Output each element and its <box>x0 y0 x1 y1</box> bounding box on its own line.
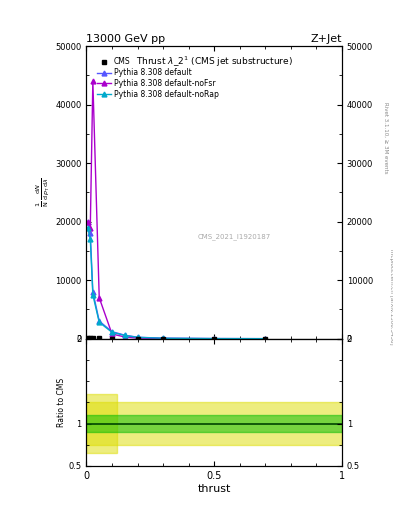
Line: Pythia 8.308 default: Pythia 8.308 default <box>85 219 268 341</box>
Pythia 8.308 default-noFsr <box>123 334 127 340</box>
Pythia 8.308 default <box>135 334 140 340</box>
Pythia 8.308 default-noRap <box>212 335 217 342</box>
Pythia 8.308 default <box>263 335 268 342</box>
Pythia 8.308 default-noFsr <box>110 331 114 337</box>
Bar <box>86 402 342 445</box>
Pythia 8.308 default-noRap <box>90 292 95 298</box>
CMS <box>135 335 140 342</box>
Pythia 8.308 default-noFsr <box>161 335 165 342</box>
Y-axis label: $\frac{1}{\mathrm{N}}\,\frac{\mathrm{d}N}{\mathrm{d}\,p_{\mathrm{T}}\,\mathrm{d}: $\frac{1}{\mathrm{N}}\,\frac{\mathrm{d}N… <box>35 178 52 207</box>
CMS <box>85 335 90 342</box>
Pythia 8.308 default <box>90 289 95 295</box>
CMS <box>110 335 114 342</box>
CMS <box>263 336 268 342</box>
Pythia 8.308 default-noRap <box>110 329 114 335</box>
Pythia 8.308 default <box>123 332 127 338</box>
Pythia 8.308 default <box>161 335 165 342</box>
Pythia 8.308 default-noRap <box>88 236 93 242</box>
CMS <box>90 335 95 342</box>
Pythia 8.308 default <box>88 230 93 237</box>
Pythia 8.308 default-noFsr <box>88 224 93 230</box>
Pythia 8.308 default-noRap <box>85 224 90 230</box>
Pythia 8.308 default-noFsr <box>135 335 140 341</box>
Text: Z+Jet: Z+Jet <box>310 33 342 44</box>
Text: mcplots.cern.ch [arXiv:1306.3436]: mcplots.cern.ch [arXiv:1306.3436] <box>389 249 393 345</box>
X-axis label: thrust: thrust <box>198 483 231 494</box>
Pythia 8.308 default <box>85 219 90 225</box>
Pythia 8.308 default-noFsr <box>90 78 95 84</box>
Pythia 8.308 default-noRap <box>97 319 101 326</box>
Text: 13000 GeV pp: 13000 GeV pp <box>86 33 165 44</box>
Line: Pythia 8.308 default-noRap: Pythia 8.308 default-noRap <box>85 225 268 341</box>
Pythia 8.308 default <box>97 318 101 324</box>
Bar <box>86 415 342 432</box>
Pythia 8.308 default-noFsr <box>212 335 217 342</box>
Pythia 8.308 default-noFsr <box>263 335 268 342</box>
Y-axis label: Ratio to CMS: Ratio to CMS <box>57 378 66 427</box>
Text: Rivet 3.1.10, ≥ 3M events: Rivet 3.1.10, ≥ 3M events <box>384 102 388 174</box>
Pythia 8.308 default-noRap <box>161 335 165 342</box>
Pythia 8.308 default <box>110 329 114 335</box>
Pythia 8.308 default-noRap <box>263 335 268 342</box>
CMS <box>88 335 93 341</box>
Legend: CMS, Pythia 8.308 default, Pythia 8.308 default-noFsr, Pythia 8.308 default-noRa: CMS, Pythia 8.308 default, Pythia 8.308 … <box>95 56 220 100</box>
Text: Thrust $\lambda\_2^1$ (CMS jet substructure): Thrust $\lambda\_2^1$ (CMS jet substruct… <box>136 55 293 69</box>
CMS <box>161 335 165 342</box>
Text: CMS_2021_I1920187: CMS_2021_I1920187 <box>198 233 271 240</box>
Pythia 8.308 default-noFsr <box>85 219 90 225</box>
Line: CMS: CMS <box>85 336 268 341</box>
Pythia 8.308 default <box>212 335 217 342</box>
Pythia 8.308 default-noRap <box>135 334 140 340</box>
Bar <box>86 394 117 453</box>
CMS <box>97 335 101 342</box>
Pythia 8.308 default-noFsr <box>97 295 101 301</box>
CMS <box>212 335 217 342</box>
Line: Pythia 8.308 default-noFsr: Pythia 8.308 default-noFsr <box>85 79 268 341</box>
Pythia 8.308 default-noRap <box>123 332 127 338</box>
